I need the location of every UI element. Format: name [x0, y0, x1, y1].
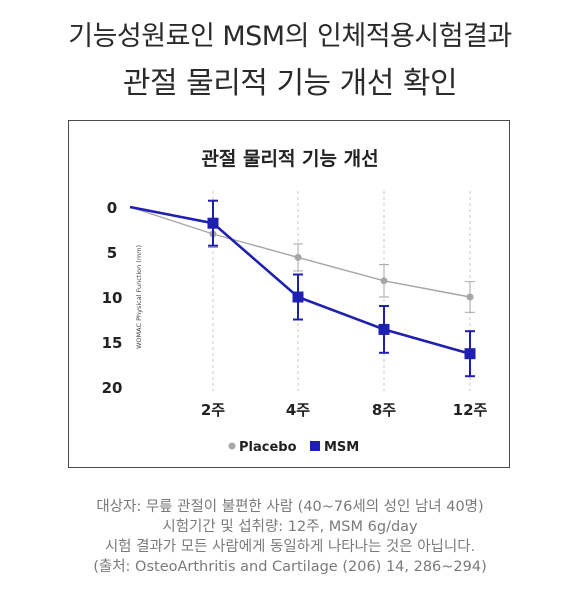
y-tick-label: 15 — [102, 334, 123, 352]
legend-label: Placebo — [239, 440, 297, 455]
y-tick-label: 5 — [107, 244, 117, 262]
legend-marker-placebo — [228, 442, 236, 450]
data-point-placebo — [380, 277, 388, 285]
y-axis-label: WOMAC Physical Function (mm) — [135, 245, 143, 349]
data-point-placebo — [294, 253, 302, 261]
headline-line-2: 관절 물리적 기능 개선 확인 — [122, 66, 458, 101]
footnote-subjects: 대상자: 무릎 관절이 불편한 사람 (40~76세의 성인 남녀 40명) — [96, 499, 484, 515]
x-tick-label: 2주 — [201, 401, 225, 419]
data-point-msm — [292, 291, 304, 303]
chart-title: 관절 물리적 기능 개선 — [201, 148, 378, 170]
chart-container: 관절 물리적 기능 개선 0 5 10 15 20 WOMAC Physical Funct… — [68, 120, 510, 468]
y-tick-label: 20 — [102, 379, 123, 397]
data-point-placebo — [466, 293, 474, 301]
footnote-disclaimer: 시험 결과가 모든 사람에게 동일하게 나타나는 것은 아닙니다. — [104, 539, 476, 555]
footnote-period: 시험기간 및 섭취량: 12주, MSM 6g/day — [162, 519, 418, 535]
series-line-msm — [129, 205, 471, 355]
headline-line-1: 기능성원료인 MSM의 인체적용시험결과 — [68, 21, 512, 52]
legend-label: MSM — [324, 440, 359, 455]
x-tick-label: 12주 — [453, 401, 488, 419]
data-point-msm — [378, 323, 390, 335]
line-chart: 관절 물리적 기능 개선 0 5 10 15 20 WOMAC Physical Funct… — [102, 148, 488, 455]
legend-marker-msm — [310, 441, 320, 451]
data-point-msm — [207, 217, 219, 229]
footnote: 대상자: 무릎 관절이 불편한 사람 (40~76세의 성인 남녀 40명) 시… — [0, 497, 580, 577]
y-tick-label: 0 — [107, 199, 117, 217]
footnote-source: (출처: OsteoArthritis and Cartilage (206) … — [93, 559, 487, 575]
x-tick-label: 4주 — [286, 401, 310, 419]
y-tick-label: 10 — [102, 289, 123, 307]
data-point-msm — [464, 348, 476, 360]
series-line-placebo — [129, 206, 471, 298]
x-tick-label: 8주 — [372, 401, 396, 419]
